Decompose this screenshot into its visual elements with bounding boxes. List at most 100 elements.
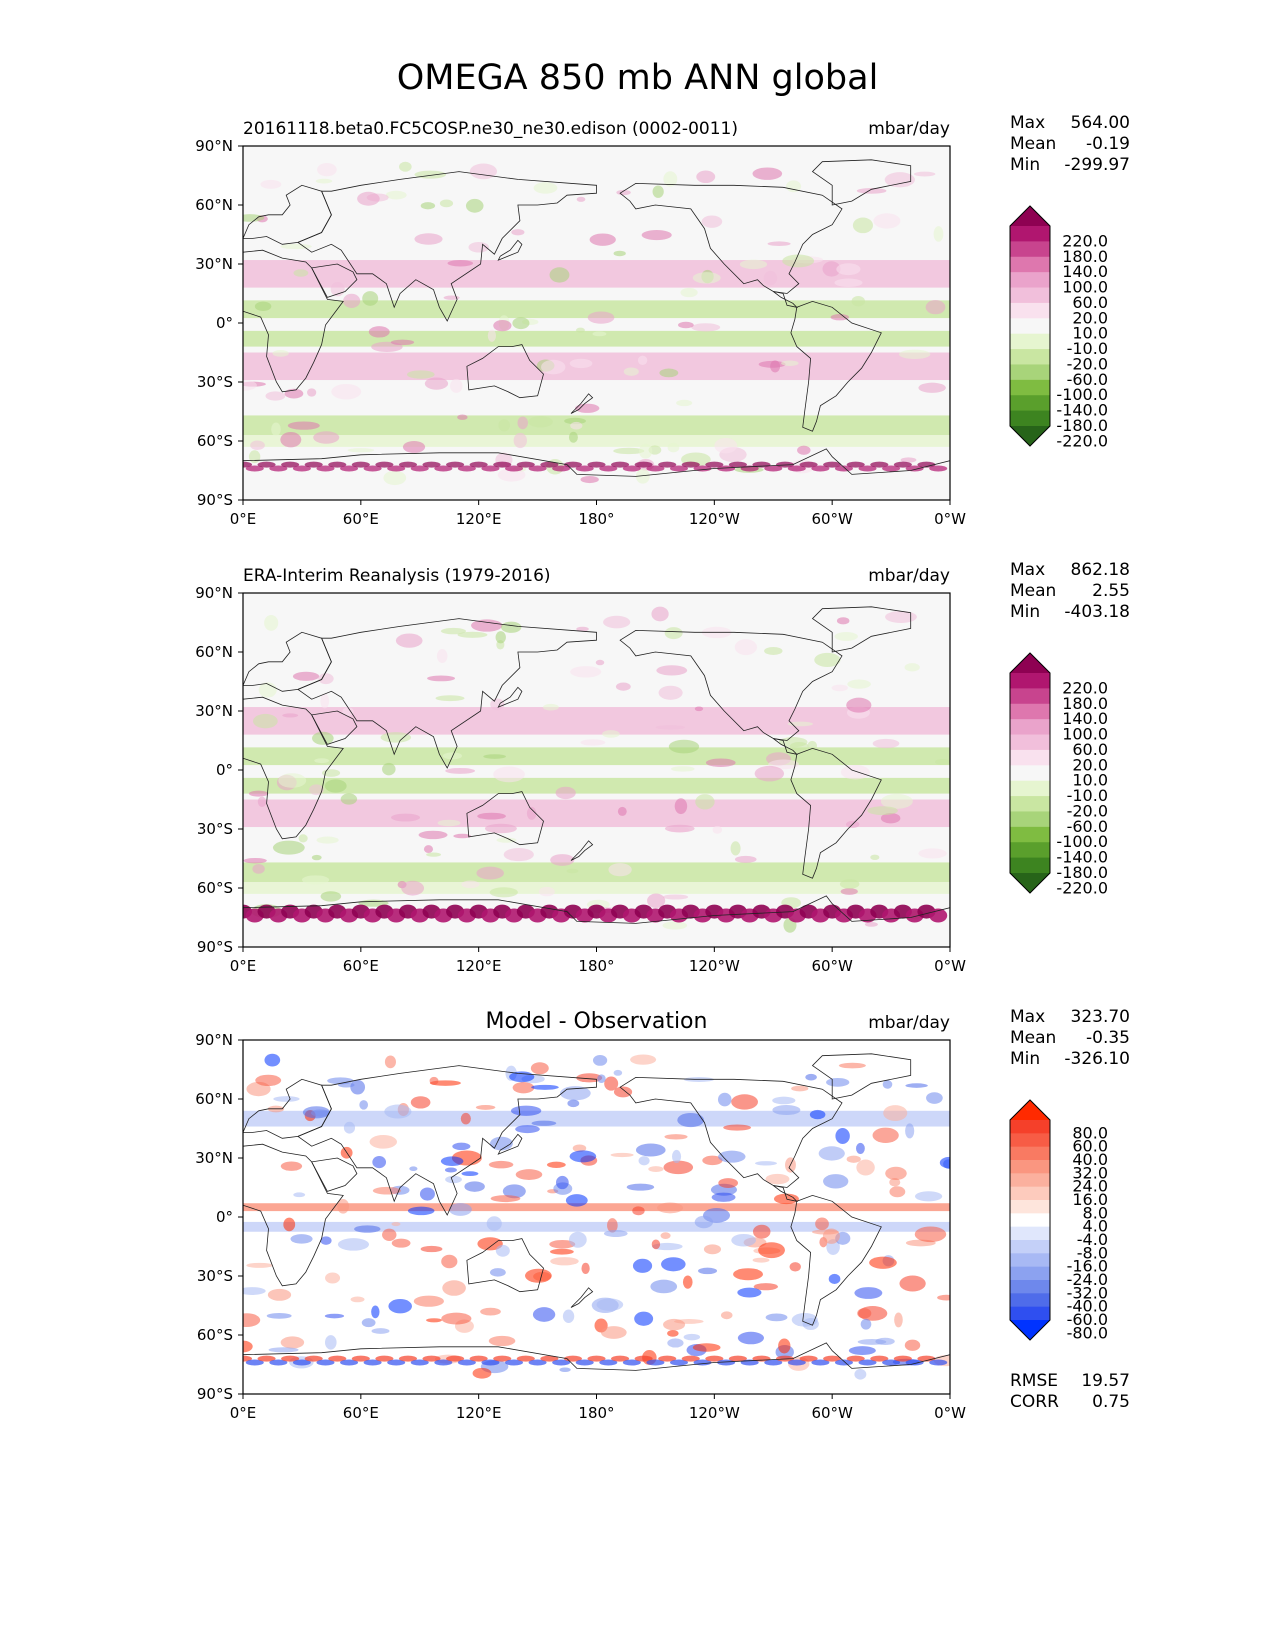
field-blob [933,226,944,242]
field-blob [731,1233,756,1247]
coastline [570,1287,594,1308]
coastline [243,249,344,393]
field-blob [371,1328,390,1334]
field-blob [926,1092,943,1104]
field-rim [434,465,453,472]
colorbar-bin [1010,1200,1050,1214]
field-blob [662,921,688,930]
field-blob [734,855,757,863]
field-blob [847,679,871,689]
field-blob [560,1086,591,1101]
field-rim [870,461,889,468]
field-blob [604,1076,619,1091]
field-rim [893,1355,912,1362]
field-blob [320,693,330,709]
field-blob [898,349,931,359]
colorbar-label: 100.0 [1062,278,1108,297]
field-blob [711,1192,736,1202]
colorbar-bin [1010,287,1050,304]
field-blob [791,1085,809,1092]
colorbar-bin [1010,349,1050,365]
field-blob [248,450,261,464]
field-rim [846,461,865,468]
field-blob [857,1338,887,1345]
field-band [243,300,950,319]
field-blob [857,1308,872,1319]
field-rim [764,1359,783,1366]
field-blob [266,1313,292,1319]
field-blob [564,417,586,425]
colorbar-label: -24.0 [1067,1270,1108,1289]
field-blob [781,360,799,366]
field-blob [846,697,872,713]
stat-value: -299.97 [1064,155,1130,175]
field-rim [882,465,901,472]
field-blob [840,888,858,895]
coastline [297,618,597,769]
field-blob [443,295,460,300]
field-blob [282,713,299,718]
x-tick-label: 120°W [689,510,740,528]
field-blob [267,1288,292,1301]
field-rim [834,465,853,472]
field-rim [434,1359,453,1366]
field-rim [398,1355,417,1362]
field-blob [811,1229,839,1235]
field-blob [383,470,407,486]
field-rim [540,1355,559,1362]
field-rim [799,461,818,468]
field-blob [542,703,559,711]
field-blob [671,766,695,772]
field-rim [728,461,747,468]
coastline [243,631,332,692]
field-blob [420,202,436,210]
field-blob [324,779,347,793]
field-blob [526,806,537,820]
field-blob [406,370,435,379]
field-blob [440,627,466,635]
field-blob [854,1368,867,1380]
x-tick-label: 0°E [230,957,257,975]
field-blob [280,431,302,448]
colorbar-label: 20.0 [1072,308,1108,327]
colorbar-label: -140.0 [1056,401,1108,420]
field-blob [513,432,527,449]
y-tick-label: 90°N [195,137,233,155]
field-rim [646,1359,665,1366]
field-blob [399,161,412,172]
field-rim [681,1355,700,1362]
colorbar-bin [1010,1253,1050,1268]
field-blob [580,475,599,484]
colorbar-bin [1010,410,1050,427]
field-blob [580,739,606,746]
field-blob [243,1313,261,1327]
field-rim [340,1359,359,1366]
field-blob [683,1333,701,1341]
field-blob [570,666,602,678]
field-rim [410,1359,429,1366]
field-blob [905,1083,928,1088]
colorbar-label: -16.0 [1067,1257,1108,1276]
field-blob [337,1198,350,1214]
y-tick-label: 30°S [197,1267,233,1285]
field-blob [860,1318,872,1330]
coastline [243,448,950,500]
figure-title: OMEGA 850 mb ANN global [396,58,879,98]
field-band [243,415,950,436]
field-blob [372,1186,401,1195]
stat-label: Max [1010,113,1045,133]
field-blob [541,359,566,375]
field-blob [549,1239,576,1249]
field-blob [487,329,497,342]
field-blob [452,1142,471,1151]
field-blob [851,295,865,307]
colorbar-label: 16.0 [1072,1190,1108,1209]
field-rim [705,461,724,468]
colorbar-bin [1010,857,1050,874]
field-blob [764,646,783,655]
field-blob [691,323,721,332]
field-blob [448,1203,472,1216]
field-blob [873,213,901,229]
field-blob [489,1268,506,1277]
field-blob [350,1296,365,1303]
